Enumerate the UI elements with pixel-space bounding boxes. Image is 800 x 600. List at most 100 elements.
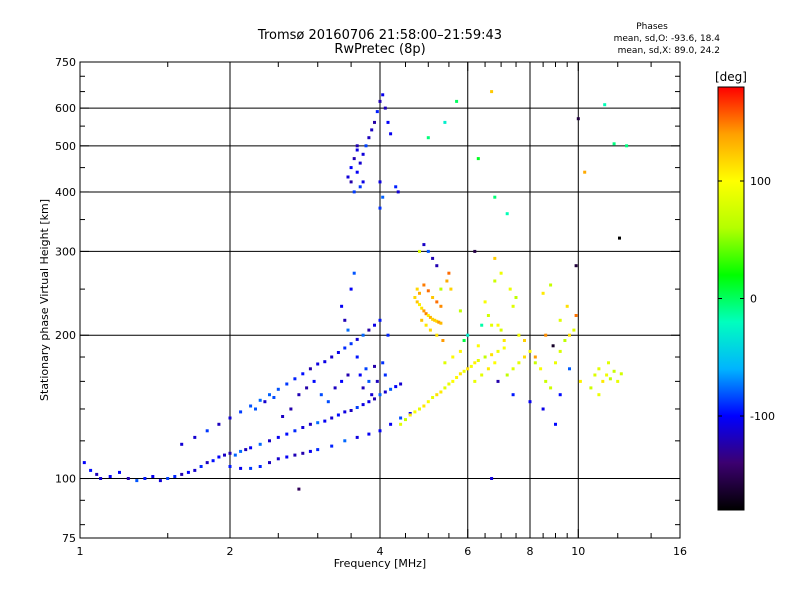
plot-frame: [79, 61, 681, 539]
data-point: [399, 382, 403, 386]
data-point: [486, 314, 490, 317]
data-point: [612, 369, 616, 373]
data-point: [469, 364, 473, 368]
data-point: [433, 318, 437, 322]
data-point: [316, 362, 320, 366]
data-point: [383, 390, 387, 394]
data-point: [349, 342, 353, 346]
data-point: [447, 382, 451, 386]
data-point: [396, 190, 400, 194]
data-point: [166, 477, 170, 480]
data-point: [574, 314, 578, 317]
data-point: [323, 360, 327, 364]
data-point: [443, 361, 447, 365]
y-tick-label: 100: [55, 473, 76, 486]
data-point: [193, 435, 197, 439]
data-point: [445, 279, 449, 283]
data-point: [340, 379, 344, 383]
data-point: [305, 386, 309, 390]
data-point: [496, 323, 500, 327]
data-point: [493, 279, 497, 283]
data-point: [383, 373, 387, 377]
data-point: [346, 373, 350, 377]
data-point: [565, 304, 569, 308]
data-point: [361, 333, 365, 337]
data-point: [293, 453, 297, 457]
data-point: [413, 410, 417, 414]
data-point: [435, 333, 439, 337]
data-point: [455, 99, 459, 103]
data-point: [361, 386, 365, 390]
data-point: [349, 180, 353, 184]
data-point: [276, 435, 280, 439]
data-point: [126, 477, 130, 480]
data-point: [443, 386, 447, 390]
data-point: [367, 328, 371, 332]
x-tick-label: 8: [527, 545, 534, 558]
data-point: [428, 328, 432, 332]
colorbar-label: [deg]: [715, 70, 747, 84]
data-point: [244, 448, 248, 452]
data-point: [511, 367, 515, 371]
x-tick-label: 1: [77, 545, 84, 558]
data-point: [558, 349, 562, 353]
colorbar-tick-label: 0: [750, 293, 757, 306]
data-point: [418, 303, 421, 307]
phase-stats-o-mode: mean, sd,O: -93.6, 18.4: [614, 34, 721, 44]
data-point: [422, 309, 426, 313]
data-point: [95, 472, 99, 476]
data-point: [544, 379, 548, 383]
data-point: [285, 432, 289, 436]
data-point: [476, 344, 480, 348]
data-point: [301, 372, 305, 376]
data-point: [89, 468, 93, 472]
data-point: [330, 444, 334, 448]
data-point: [523, 339, 526, 342]
data-point: [358, 161, 362, 165]
data-point: [378, 206, 382, 210]
data-point: [578, 379, 582, 383]
data-point: [473, 379, 477, 383]
data-point: [217, 422, 221, 426]
data-point: [493, 195, 497, 199]
data-point: [447, 271, 451, 275]
data-point: [268, 439, 271, 443]
data-point: [533, 355, 537, 359]
data-point: [349, 166, 353, 170]
data-point: [424, 312, 428, 316]
data-point: [158, 479, 162, 483]
data-point: [554, 422, 557, 426]
phase-stats-x-mode: mean, sd,X: 89.0, 24.2: [618, 46, 720, 56]
data-point: [308, 367, 312, 371]
data-point: [297, 487, 301, 491]
data-point: [249, 404, 253, 408]
data-point: [118, 470, 121, 474]
data-point: [493, 256, 497, 260]
data-point: [418, 249, 421, 253]
data-point: [496, 379, 500, 383]
data-point: [422, 243, 426, 247]
data-point: [173, 475, 177, 478]
data-point: [435, 264, 439, 268]
data-point: [378, 393, 382, 397]
data-point: [490, 323, 494, 327]
data-point: [367, 136, 371, 140]
data-point: [426, 289, 430, 293]
data-point: [381, 93, 385, 97]
data-point: [413, 296, 417, 299]
data-point: [426, 136, 430, 140]
data-point: [549, 386, 553, 390]
data-point: [316, 421, 320, 425]
data-point: [462, 369, 466, 373]
data-point: [308, 449, 312, 453]
chart-title-line-1: Tromsø 20160706 21:58:00–21:59:43: [257, 28, 502, 43]
colorbar: [717, 86, 745, 511]
data-point: [386, 120, 390, 124]
data-point: [597, 367, 601, 371]
data-point: [343, 318, 347, 322]
data-point: [616, 379, 620, 383]
data-point: [301, 426, 305, 429]
data-point: [355, 148, 359, 152]
data-point: [293, 377, 297, 381]
data-point: [346, 175, 350, 179]
